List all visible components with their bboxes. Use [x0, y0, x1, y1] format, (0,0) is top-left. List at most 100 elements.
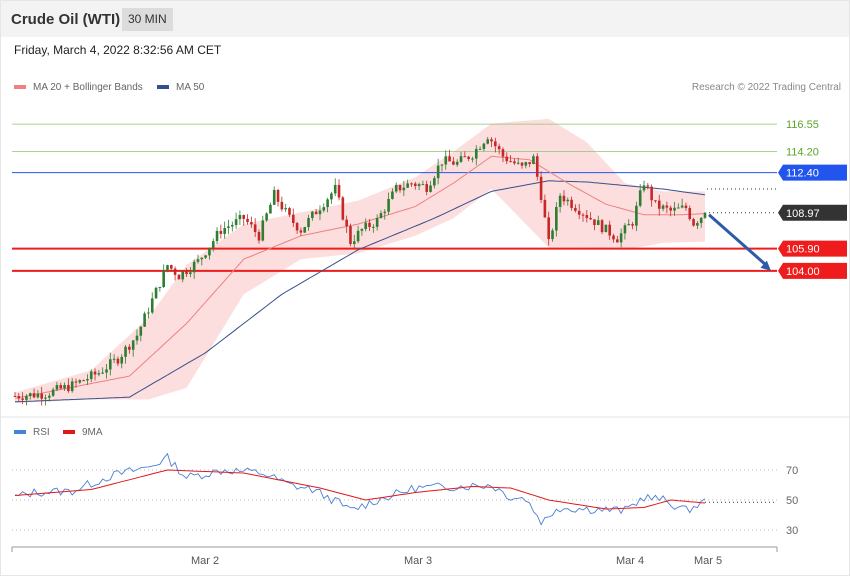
candle-body: [440, 164, 444, 166]
level-tag-108.97: [778, 204, 847, 221]
candle-body: [97, 373, 101, 375]
candle-body: [364, 222, 368, 230]
rsi-tick-30: 30: [786, 525, 798, 537]
candle-body: [448, 156, 451, 162]
candle-body: [40, 393, 43, 399]
candle-body: [539, 176, 543, 200]
candle-body: [352, 241, 356, 244]
legend-ma20: MA 20 + Bollinger Bands: [14, 82, 143, 93]
candle-body: [307, 218, 310, 228]
candle-body: [638, 190, 642, 206]
candle-body: [555, 206, 558, 231]
candle-body: [455, 161, 459, 165]
candle-body: [70, 381, 74, 392]
bollinger-band: [15, 118, 705, 404]
candle-body: [444, 156, 448, 165]
legend-ma50-label: MA 50: [176, 82, 205, 93]
level-label-108.97: 108.97: [786, 208, 820, 220]
candle-body: [143, 313, 146, 327]
candle-body: [635, 205, 638, 226]
candle-body: [391, 191, 394, 199]
candle-body: [124, 346, 127, 357]
candle-body: [48, 395, 51, 398]
candle-body: [642, 185, 646, 191]
level-label-116.55: 116.55: [786, 119, 819, 131]
timeframe-badge[interactable]: 30 MIN: [122, 8, 173, 31]
candle-body: [276, 190, 280, 202]
candle-body: [467, 156, 470, 159]
candle-body: [574, 207, 577, 211]
candle-body: [349, 226, 352, 244]
candle-body: [497, 146, 501, 150]
candle-body: [383, 211, 387, 214]
candle-body: [657, 200, 661, 209]
candle-body: [486, 139, 490, 144]
candle-body: [169, 265, 173, 269]
candle-body: [699, 217, 703, 224]
candle-body: [673, 207, 676, 211]
candle-body: [593, 219, 596, 226]
candle-body: [189, 272, 192, 275]
instrument-title: Crude Oil (WTI): [11, 11, 121, 28]
candle-body: [25, 396, 28, 400]
candle-body: [421, 184, 425, 186]
rsi-ma9-line: [14, 469, 706, 510]
candle-body: [528, 162, 531, 165]
candle-body: [288, 208, 291, 215]
candle-body: [166, 265, 169, 271]
rsi-tick-50: 50: [786, 495, 798, 507]
candle-body: [551, 230, 554, 240]
candle-body: [177, 274, 181, 280]
candle-body: [211, 241, 215, 248]
candle-body: [417, 184, 421, 187]
ma50-line: [14, 180, 706, 403]
candle-body: [379, 213, 383, 219]
level-tag-104.00: [778, 262, 847, 279]
candle-body: [150, 298, 154, 313]
candle-body: [650, 186, 653, 201]
candle-body: [311, 211, 314, 219]
candle-body: [82, 380, 85, 382]
candle-body: [436, 165, 440, 179]
candle-body: [78, 380, 82, 383]
candle-body: [303, 227, 307, 233]
candle-body: [494, 141, 497, 147]
x-tick-label: Mar 4: [616, 555, 644, 567]
candle-body: [413, 183, 417, 187]
candle-body: [516, 162, 520, 164]
candle-body: [501, 149, 505, 157]
candle-body: [368, 222, 371, 227]
candle-body: [604, 224, 608, 233]
level-label-104.00: 104.00: [786, 266, 820, 278]
candle-body: [147, 312, 150, 314]
candle-body: [173, 268, 177, 275]
candle-body: [627, 224, 631, 226]
legend-ma20-label: MA 20 + Bollinger Bands: [33, 82, 143, 93]
candle-body: [429, 185, 432, 192]
candle-body: [589, 218, 592, 220]
candle-body: [17, 396, 21, 399]
candle-body: [333, 184, 337, 194]
candle-body: [131, 340, 135, 350]
candle-body: [661, 205, 665, 209]
legend-ma9-label: 9MA: [82, 427, 103, 438]
candle-body: [128, 346, 131, 350]
candle-body: [612, 235, 615, 240]
ma9-swatch: [63, 430, 75, 435]
candle-body: [105, 369, 108, 373]
candle-body: [341, 197, 345, 220]
candle-body: [463, 156, 467, 158]
candle-body: [230, 224, 234, 227]
candle-body: [433, 178, 436, 186]
candle-body: [265, 213, 268, 221]
candle-body: [59, 385, 63, 389]
candle-body: [562, 195, 566, 202]
candle-body: [372, 226, 375, 228]
candle-body: [139, 326, 143, 336]
candle-body: [234, 219, 238, 225]
candle-body: [242, 215, 246, 219]
candle-body: [246, 218, 249, 223]
candle-body: [13, 396, 17, 397]
target-arrow-shaft: [708, 213, 768, 267]
candle-body: [120, 356, 124, 364]
